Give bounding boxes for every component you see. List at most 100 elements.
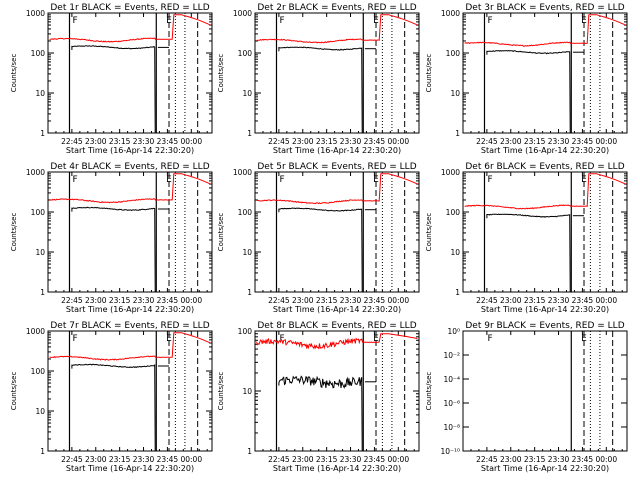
flag-marker: F — [72, 16, 77, 26]
y-axis-label: Counts/sec — [10, 213, 18, 252]
y-tick-label: 1000 — [26, 327, 45, 336]
lld-series — [49, 173, 211, 204]
plot-frame — [462, 12, 628, 134]
x-tick-label: 23:15 — [524, 137, 546, 146]
x-tick-label: 22:45 — [268, 455, 290, 464]
flag-marker: E — [581, 175, 587, 185]
flag-marker: E — [373, 334, 379, 344]
x-tick-label: 22:45 — [268, 137, 290, 146]
y-tick-label: 1000 — [233, 168, 252, 177]
panel-2: Det 2r BLACK = Events, RED = LLD 22:45 23:… — [217, 3, 420, 155]
x-tick-label: 00:00 — [180, 296, 202, 305]
panel-title: Det 5r BLACK = Events, RED = LLD — [257, 162, 416, 172]
x-axis-label: Start Time (16-Apr-14 22:30:20) — [66, 305, 194, 314]
flag-marker: F — [487, 16, 492, 26]
x-tick-label: 23:00 — [85, 137, 107, 146]
x-tick-label: 23:00 — [500, 455, 522, 464]
events-series — [278, 207, 363, 293]
x-axis-label: Start Time (16-Apr-14 22:30:20) — [66, 146, 194, 155]
panel-title: Det 8r BLACK = Events, RED = LLD — [257, 321, 416, 331]
y-tick-label: 10 — [242, 248, 252, 257]
events-series — [71, 206, 156, 293]
y-tick-label: 100 — [31, 208, 46, 217]
y-tick-label: 10 — [35, 407, 45, 416]
panel-title: Det 4r BLACK = Events, RED = LLD — [50, 162, 209, 172]
flag-marker: F — [72, 334, 77, 344]
events-series — [486, 213, 571, 293]
x-axis-label: Start Time (16-Apr-14 22:30:20) — [273, 464, 401, 473]
x-tick-label: 22:45 — [61, 296, 83, 305]
x-tick-label: 23:45 — [364, 296, 386, 305]
y-tick-label: 10⁻⁶ — [443, 399, 460, 408]
panel-title: Det 2r BLACK = Events, RED = LLD — [257, 3, 416, 13]
y-tick-label: 1 — [247, 288, 252, 297]
x-tick-label: 23:15 — [109, 137, 131, 146]
y-tick-label: 100 — [238, 327, 253, 336]
lld-series — [464, 173, 626, 210]
panel-title: Det 1r BLACK = Events, RED = LLD — [50, 3, 209, 13]
y-axis-label: Counts/sec — [425, 372, 433, 411]
x-tick-label: 23:45 — [572, 296, 594, 305]
x-tick-label: 22:45 — [61, 137, 83, 146]
lld-series — [49, 332, 211, 361]
x-tick-label: 00:00 — [387, 455, 409, 464]
x-tick-label: 23:30 — [548, 137, 570, 146]
y-tick-label: 10⁰ — [447, 327, 460, 336]
x-tick-label: 00:00 — [595, 455, 617, 464]
plot-frame — [254, 12, 420, 134]
x-tick-label: 00:00 — [595, 137, 617, 146]
flag-marker: E — [373, 16, 379, 26]
y-axis-label: Counts/sec — [217, 54, 225, 93]
y-tick-label: 1 — [247, 447, 252, 456]
flag-marker: E — [581, 334, 587, 344]
x-tick-label: 23:30 — [340, 455, 362, 464]
x-axis-label: Start Time (16-Apr-14 22:30:20) — [481, 146, 609, 155]
lld-series — [256, 173, 418, 205]
x-tick-label: 22:45 — [476, 296, 498, 305]
x-tick-label: 23:15 — [524, 455, 546, 464]
y-tick-label: 1000 — [441, 9, 460, 18]
x-tick-label: 23:45 — [572, 455, 594, 464]
flag-marker: E — [581, 16, 587, 26]
x-axis-label: Start Time (16-Apr-14 22:30:20) — [273, 146, 401, 155]
y-tick-label: 10 — [450, 89, 460, 98]
events-series — [71, 45, 156, 134]
flag-marker: E — [166, 16, 172, 26]
y-tick-label: 10 — [35, 248, 45, 257]
events-series — [278, 375, 363, 452]
x-tick-label: 22:45 — [268, 296, 290, 305]
x-tick-label: 23:30 — [548, 455, 570, 464]
y-tick-label: 1000 — [26, 168, 45, 177]
x-tick-label: 23:15 — [316, 455, 338, 464]
x-tick-label: 23:45 — [157, 455, 179, 464]
flag-marker: E — [166, 334, 172, 344]
x-axis-label: Start Time (16-Apr-14 22:30:20) — [481, 305, 609, 314]
x-tick-label: 00:00 — [180, 137, 202, 146]
panel-5: Det 5r BLACK = Events, RED = LLD 22:45 23:… — [217, 162, 420, 314]
x-tick-label: 00:00 — [180, 455, 202, 464]
x-tick-label: 23:45 — [157, 137, 179, 146]
y-tick-label: 1 — [40, 288, 45, 297]
x-tick-label: 23:30 — [548, 296, 570, 305]
plot-frame — [462, 171, 628, 293]
x-tick-label: 23:00 — [500, 137, 522, 146]
x-tick-label: 23:30 — [133, 137, 155, 146]
panel-8: Det 8r BLACK = Events, RED = LLD 22:45 23:… — [217, 321, 420, 473]
y-axis-label: Counts/sec — [217, 213, 225, 252]
x-tick-label: 23:30 — [340, 137, 362, 146]
y-tick-label: 100 — [31, 49, 46, 58]
x-axis-label: Start Time (16-Apr-14 22:30:20) — [273, 305, 401, 314]
y-tick-label: 100 — [446, 49, 461, 58]
y-tick-label: 1000 — [26, 9, 45, 18]
y-tick-label: 100 — [238, 49, 253, 58]
x-tick-label: 23:15 — [524, 296, 546, 305]
flag-marker: F — [72, 175, 77, 185]
y-tick-label: 1 — [247, 129, 252, 138]
panel-title: Det 7r BLACK = Events, RED = LLD — [50, 321, 209, 331]
plot-frame — [254, 330, 420, 452]
y-tick-label: 10 — [35, 89, 45, 98]
y-tick-label: 1 — [40, 129, 45, 138]
